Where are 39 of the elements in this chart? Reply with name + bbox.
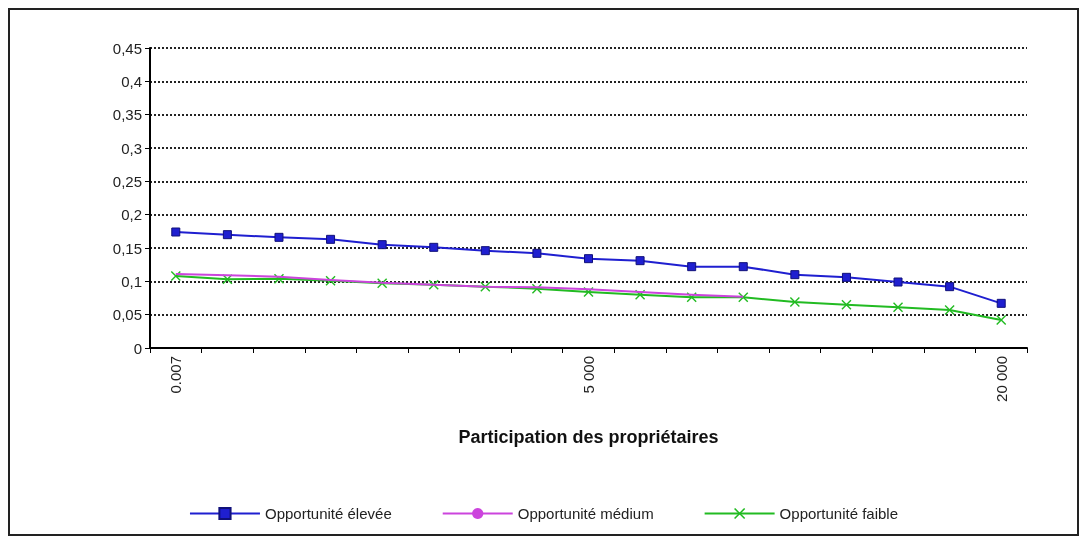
- point: [738, 262, 748, 272]
- point: [171, 227, 181, 237]
- legend-label: Opportunité élevée: [264, 505, 392, 522]
- point: [893, 302, 904, 313]
- point: [687, 262, 697, 272]
- point: [635, 256, 645, 266]
- legend-label: Opportunité faible: [779, 505, 899, 522]
- point: [790, 270, 800, 280]
- x-tick-label: 20 000: [992, 356, 1010, 402]
- point: [944, 305, 955, 315]
- point: [326, 234, 336, 244]
- point: [274, 232, 284, 242]
- y-tick-label: 0,45: [112, 39, 142, 57]
- y-tick-label: 0,2: [121, 206, 142, 224]
- point: [480, 246, 490, 256]
- point: [222, 230, 232, 240]
- point: [584, 254, 593, 264]
- point: [893, 277, 903, 287]
- y-tick-label: 0,35: [112, 106, 142, 124]
- point: [789, 297, 800, 307]
- y-tick-label: 0,1: [121, 272, 142, 290]
- point: [841, 299, 852, 310]
- point: [945, 282, 955, 292]
- y-tick-label: 0,25: [112, 172, 142, 190]
- point: [996, 298, 1006, 308]
- point: [532, 248, 542, 258]
- y-tick-label: 0,05: [112, 306, 142, 324]
- point: [996, 315, 1007, 325]
- x-tick-label: 5 000: [580, 356, 597, 394]
- y-tick-label: 0,15: [112, 239, 142, 257]
- y-tick-label: 0,4: [121, 72, 142, 90]
- point: [841, 272, 851, 282]
- x-axis-title: Participation des propriétaires: [458, 427, 719, 447]
- point: [377, 240, 387, 250]
- y-tick-label: 0: [133, 339, 142, 357]
- x-tick-label: 0.007: [167, 356, 185, 394]
- y-tick-label: 0,3: [121, 139, 142, 157]
- point: [429, 242, 439, 252]
- legend-label: Opportunité médium: [517, 505, 654, 522]
